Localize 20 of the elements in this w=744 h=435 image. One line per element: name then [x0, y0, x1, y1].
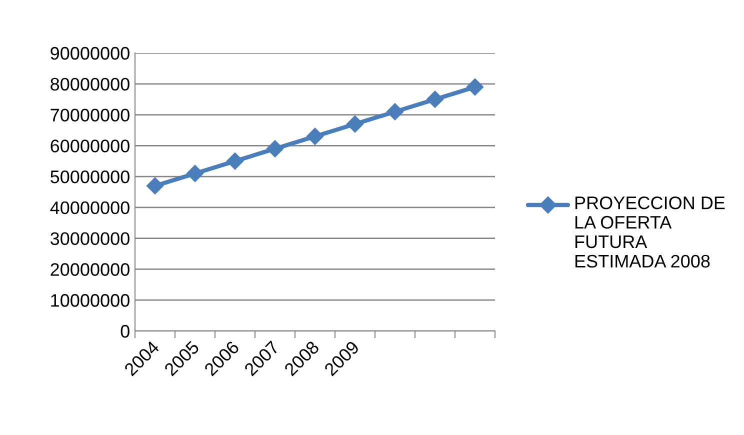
point — [386, 103, 404, 120]
y-tick-label: 70000000 — [50, 108, 130, 122]
y-tick-label: 30000000 — [50, 232, 130, 246]
y-tick-label: 0 — [120, 324, 130, 338]
y-tick-label: 20000000 — [50, 263, 130, 276]
point — [226, 152, 244, 170]
y-tick-label: 80000000 — [50, 78, 130, 91]
point — [266, 140, 284, 158]
point — [186, 164, 204, 182]
legend-label: PROYECCION DE LA OFERTA FUTURA ESTIMADA 2008 — [575, 196, 725, 268]
y-tick-label: 50000000 — [50, 170, 130, 184]
point — [146, 177, 164, 194]
y-tick-label: 10000000 — [51, 294, 130, 307]
point — [466, 78, 484, 96]
point — [346, 115, 364, 133]
y-tick-label: 90000000 — [50, 46, 130, 60]
point — [426, 90, 444, 108]
y-tick-label: 60000000 — [50, 140, 130, 152]
point — [306, 128, 324, 145]
y-tick-label: 40000000 — [50, 201, 130, 214]
